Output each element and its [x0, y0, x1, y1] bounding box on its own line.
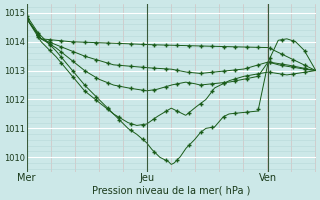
X-axis label: Pression niveau de la mer( hPa ): Pression niveau de la mer( hPa )	[92, 186, 251, 196]
